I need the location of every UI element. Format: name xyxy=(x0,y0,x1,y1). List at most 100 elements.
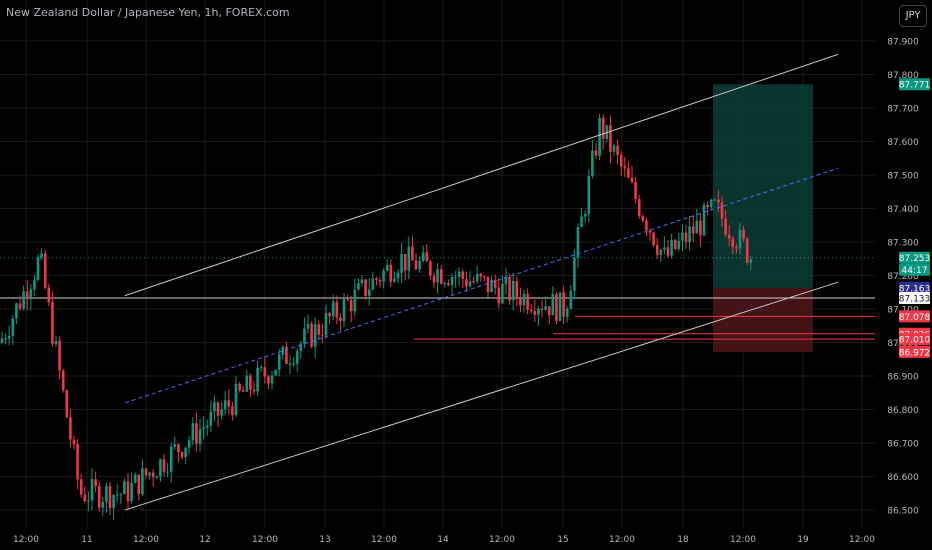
candle-body xyxy=(645,220,648,231)
candle-body xyxy=(357,283,360,290)
candle-body xyxy=(43,253,47,288)
candle-body xyxy=(281,346,285,355)
candle-body xyxy=(303,328,306,344)
candle-body xyxy=(421,252,425,261)
candle-body xyxy=(461,271,465,279)
candle-body xyxy=(727,234,731,239)
candle-body xyxy=(709,199,713,208)
candle-body xyxy=(666,247,670,256)
price-label-bg xyxy=(899,345,930,358)
y-tick-label: 87.600 xyxy=(887,138,919,148)
candle-body xyxy=(213,402,216,412)
x-tick-label: 15 xyxy=(557,535,568,545)
candle-body xyxy=(601,117,605,139)
candle-body xyxy=(493,279,497,288)
x-tick-label: 12:00 xyxy=(252,535,278,545)
candle-body xyxy=(720,202,724,219)
candle-body xyxy=(310,323,313,347)
y-tick-label: 86.900 xyxy=(887,373,919,383)
candle-body xyxy=(126,481,130,502)
candle-body xyxy=(691,226,695,234)
candle-body xyxy=(486,276,490,293)
candle-body xyxy=(209,411,213,426)
candle-body xyxy=(288,363,292,365)
candle-body xyxy=(173,444,177,447)
candle-body xyxy=(346,299,349,301)
candle-body xyxy=(25,291,29,300)
candle-body xyxy=(673,239,677,250)
candle-body xyxy=(551,294,555,316)
candle-body xyxy=(87,500,90,502)
candle-body xyxy=(742,229,745,239)
price-label: 87.010 xyxy=(899,333,931,346)
x-tick-label: 12 xyxy=(199,535,210,545)
candle-body xyxy=(475,273,479,282)
candle-body xyxy=(706,204,709,208)
candle-body xyxy=(252,389,256,392)
candle-body xyxy=(306,323,310,329)
candle-body xyxy=(151,472,155,478)
candle-body xyxy=(33,279,36,290)
candle-body xyxy=(108,486,112,509)
candle-body xyxy=(425,252,429,262)
price-label-text: 87.078 xyxy=(899,313,931,323)
candle-body xyxy=(648,230,652,233)
candle-body xyxy=(432,275,436,283)
candle-body xyxy=(119,494,123,496)
candle-body xyxy=(285,346,288,364)
price-label-text: 87.163 xyxy=(899,284,931,294)
candle-body xyxy=(130,482,133,502)
candle-body xyxy=(101,501,105,508)
candle-body xyxy=(684,232,688,243)
price-label-bg xyxy=(899,333,930,346)
candle-body xyxy=(375,278,378,280)
channel-upper-line xyxy=(124,53,839,297)
candle-body xyxy=(724,218,727,235)
candle-body xyxy=(396,272,400,279)
candle-body xyxy=(738,229,742,249)
price-label: 87.163 xyxy=(899,281,931,294)
candle-body xyxy=(166,471,169,473)
candle-body xyxy=(72,439,76,445)
candle-body xyxy=(223,400,227,410)
candle-body xyxy=(562,292,565,317)
x-tick-label: 12:00 xyxy=(133,535,159,545)
price-label-bg xyxy=(899,263,930,276)
candle-body xyxy=(58,340,61,371)
candle-body xyxy=(580,216,583,228)
candle-body xyxy=(4,338,7,340)
candle-body xyxy=(522,293,526,306)
candle-body xyxy=(479,273,483,277)
price-label-text: 87.010 xyxy=(899,336,931,346)
candle-body xyxy=(148,472,151,476)
x-tick-label: 11 xyxy=(81,535,92,545)
currency-button[interactable]: JPY xyxy=(899,5,927,27)
candle-body xyxy=(141,468,144,495)
candle-body xyxy=(450,277,454,286)
candle-body xyxy=(619,154,623,167)
candle-body xyxy=(339,317,342,321)
time-axis[interactable]: 12:00 11 12:00 12 12:00 13 12:00 14 12:00 15 12:00… xyxy=(13,535,875,545)
candle-body xyxy=(573,257,576,291)
candle-body xyxy=(393,278,396,282)
y-tick-label: 87.700 xyxy=(887,105,919,115)
price-label-bg xyxy=(899,251,930,264)
price-label-text: 44:17 xyxy=(902,266,928,276)
candle-body xyxy=(385,264,389,271)
candle-body xyxy=(245,375,249,392)
candle-body xyxy=(54,340,58,345)
candle-body xyxy=(216,402,220,416)
position-zones xyxy=(713,84,813,352)
candle-body xyxy=(378,279,382,282)
candle-body xyxy=(504,276,508,284)
candle-body xyxy=(371,278,375,290)
y-tick-label: 86.600 xyxy=(887,473,919,483)
price-axis[interactable]: 87.900 87.800 87.700 87.600 87.500 87.400 87.3… xyxy=(887,38,919,517)
candle-body xyxy=(501,283,504,304)
x-tick-label: 12:00 xyxy=(13,535,39,545)
candle-body xyxy=(511,280,515,301)
candle-body xyxy=(259,367,263,369)
candle-body xyxy=(7,335,11,339)
candle-body xyxy=(277,354,281,370)
